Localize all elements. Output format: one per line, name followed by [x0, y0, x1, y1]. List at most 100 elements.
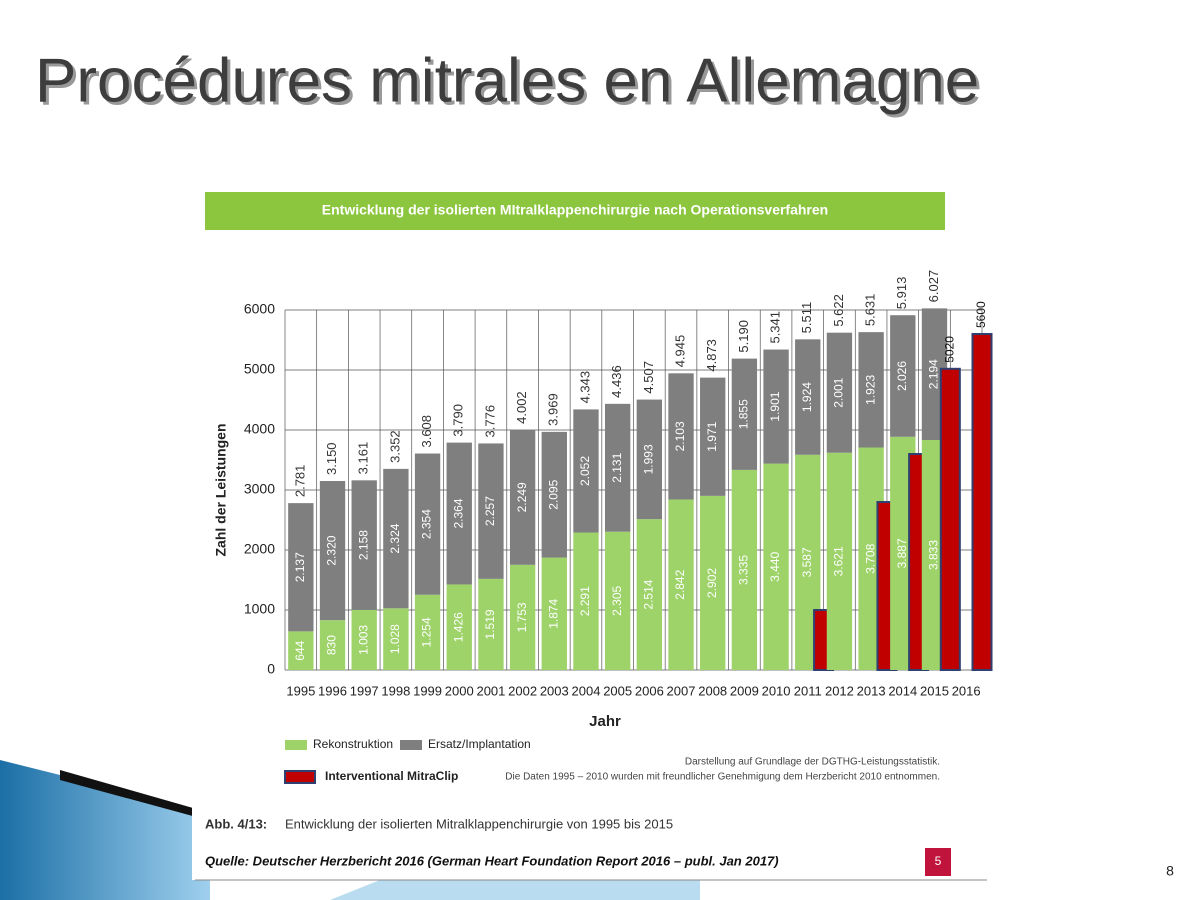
page-box: [925, 848, 951, 876]
legend-swatch: [285, 740, 307, 750]
x-tick-label: 2008: [698, 683, 727, 698]
value-label: 2.137: [293, 552, 307, 582]
total-label: 4.873: [704, 339, 719, 372]
value-label: 1.519: [483, 609, 497, 639]
value-label: 2.257: [483, 496, 497, 526]
y-tick-label: 4000: [244, 421, 275, 437]
bar-segment: [414, 453, 441, 595]
value-label: 3.833: [927, 540, 941, 570]
y-tick-label: 0: [267, 661, 275, 677]
value-label: 5600: [974, 301, 988, 328]
x-tick-label: 2012: [825, 683, 854, 698]
total-label: 3.969: [546, 393, 561, 426]
total-label: 4.343: [577, 371, 592, 404]
total-label: 3.776: [482, 405, 497, 438]
value-label: 2.305: [610, 586, 624, 616]
note: Die Daten 1995 – 2010 wurden mit freundl…: [505, 772, 940, 783]
value-label: 1.901: [768, 391, 782, 421]
value-label: 2.291: [578, 586, 592, 616]
bar-segment: [700, 495, 726, 670]
bar-segment: [541, 431, 567, 558]
bar-segment: [573, 409, 599, 533]
bar-segment: [414, 594, 441, 670]
x-tick-label: 2016: [952, 683, 981, 698]
value-label: 644: [293, 640, 307, 660]
total-label: 5.622: [831, 294, 846, 327]
x-tick-label: 2001: [476, 683, 505, 698]
page-number: 5: [935, 854, 942, 868]
bar-segment: [478, 578, 504, 670]
bar-segment: [573, 532, 599, 670]
bar-segment: [509, 429, 536, 565]
slide-number: 8: [1166, 863, 1174, 879]
x-tick-label: 2005: [603, 683, 632, 698]
value-label: 2.249: [515, 482, 529, 512]
value-label: 1.993: [642, 444, 656, 474]
x-tick-label: 2004: [572, 683, 601, 698]
x-tick-label: 2000: [445, 683, 474, 698]
bar-segment: [288, 631, 314, 670]
value-label: 1.003: [356, 625, 370, 655]
x-tick-label: 2015: [920, 683, 949, 698]
y-tick-label: 3000: [244, 481, 275, 497]
total-label: 4.002: [514, 391, 529, 424]
caption: Entwicklung der isolierten Mitralklappen…: [285, 816, 673, 831]
bar-segment: [858, 332, 884, 448]
bar-segment: [731, 358, 758, 470]
total-label: 3.161: [356, 442, 371, 475]
bar-segment: [319, 620, 346, 670]
value-label: 1.254: [420, 617, 434, 647]
x-tick-label: 1997: [350, 683, 379, 698]
x-tick-label: 1998: [381, 683, 410, 698]
value-label: 3.708: [863, 543, 877, 573]
swoosh-line: [60, 770, 200, 818]
value-label: 3.335: [737, 555, 751, 585]
bar-segment: [446, 584, 472, 670]
bar-segment: [890, 315, 916, 437]
bar-segment: [351, 480, 377, 610]
x-tick-label: 2006: [635, 683, 664, 698]
bar: [939, 367, 961, 671]
bar-segment: [636, 399, 663, 520]
value-label: 2.354: [420, 509, 434, 539]
bar-segment: [668, 499, 694, 670]
swoosh: [0, 760, 210, 900]
value-label: 2.052: [578, 456, 592, 486]
value-label: 2.158: [356, 530, 370, 560]
x-tick-label: 1999: [413, 683, 442, 698]
bar-segment: [668, 373, 694, 500]
total-label: 5.511: [799, 302, 814, 334]
value-label: 1.028: [388, 624, 402, 654]
bar-segment: [383, 468, 409, 609]
total-label: 5.631: [863, 294, 878, 327]
value-label: 1.874: [546, 598, 560, 628]
bar-segment: [383, 608, 409, 670]
bar-segment: [763, 463, 789, 670]
value-label: 2.103: [673, 421, 687, 451]
chart-banner: [205, 192, 945, 230]
value-label: 1.753: [515, 602, 529, 632]
y-axis-label: Zahl der Leistungen: [213, 423, 229, 556]
y-tick-label: 2000: [244, 541, 275, 557]
bar-segment: [541, 557, 567, 670]
value-label: 2.364: [451, 498, 465, 528]
x-tick-label: 2003: [540, 683, 569, 698]
value-label: 1.924: [800, 382, 814, 412]
x-tick-label: 2009: [730, 683, 759, 698]
value-label: 3.587: [800, 547, 814, 577]
bar-segment: [636, 519, 663, 670]
chart-title: Entwicklung der isolierten MItralklappen…: [322, 202, 828, 218]
value-label: 2.514: [642, 579, 656, 609]
bar-segment: [319, 481, 346, 621]
source: Quelle: Deutscher Herzbericht 2016 (Germ…: [205, 853, 779, 868]
x-tick-label: 1995: [286, 683, 315, 698]
value-label: 2.194: [927, 359, 941, 389]
total-label: 5.913: [894, 277, 909, 310]
bar: [971, 333, 993, 671]
total-label: 4.507: [641, 361, 656, 394]
value-label: 2.324: [388, 523, 402, 553]
x-tick-label: 2011: [794, 683, 822, 698]
value-label: 2.842: [673, 569, 687, 599]
total-label: 5.190: [736, 320, 751, 353]
value-label: 1.971: [705, 421, 719, 451]
